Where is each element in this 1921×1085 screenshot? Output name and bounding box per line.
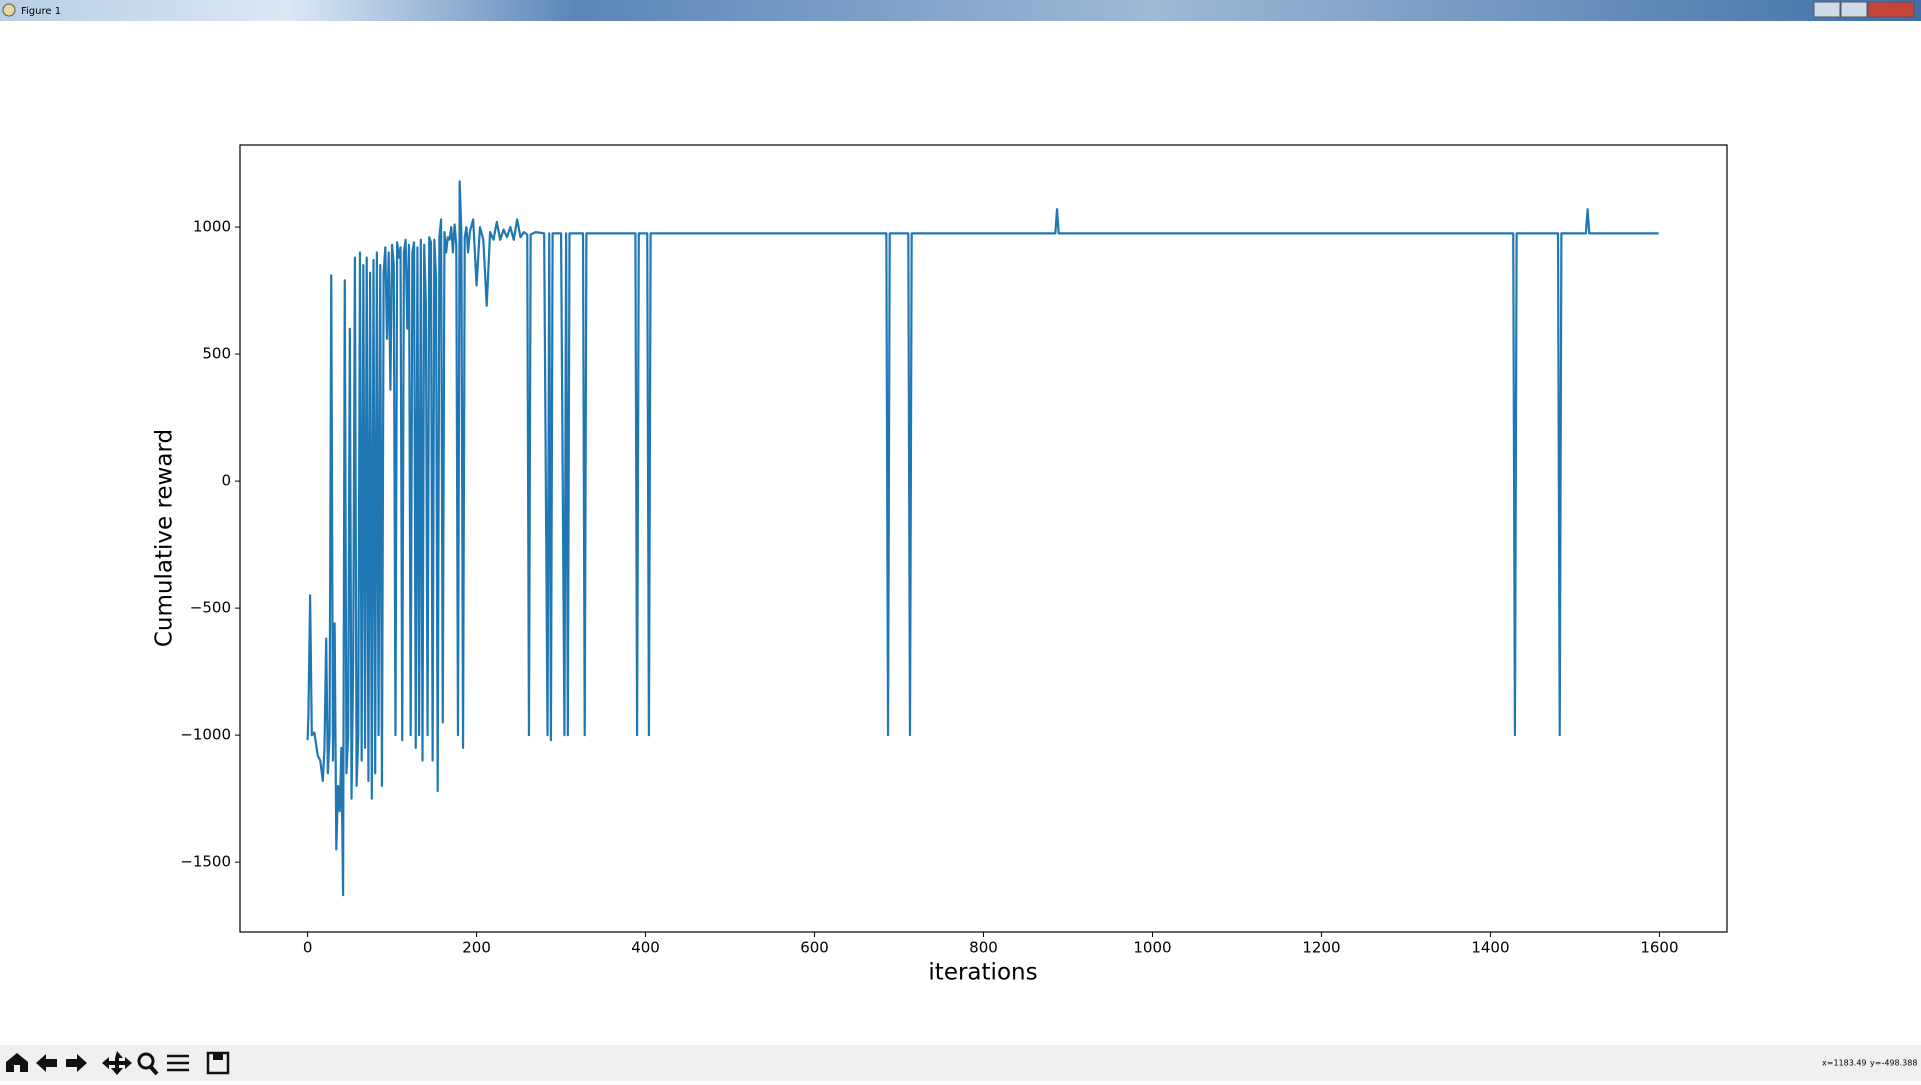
y-tick-label: −1500 — [180, 853, 231, 871]
x-tick-label: 0 — [303, 939, 313, 957]
app-icon — [2, 3, 16, 17]
back-button[interactable] — [36, 1054, 57, 1072]
save-icon-part — [213, 1053, 223, 1060]
zoom-handle — [148, 1064, 159, 1076]
maximize-button[interactable] — [1840, 1, 1868, 18]
x-tick-label: 1600 — [1640, 939, 1678, 957]
toolbar-icons — [6, 1051, 230, 1076]
x-tick-label: 1200 — [1302, 939, 1340, 957]
status-y: y=-498.388 — [1870, 1059, 1917, 1068]
x-tick-label: 200 — [462, 939, 491, 957]
x-tick-label: 800 — [969, 939, 998, 957]
toolbar — [0, 1045, 1921, 1081]
forward-button[interactable] — [66, 1054, 87, 1072]
x-tick-label: 1000 — [1133, 939, 1171, 957]
home-button[interactable] — [6, 1053, 28, 1072]
x-tick-label: 1400 — [1471, 939, 1509, 957]
data-line — [306, 180, 1659, 897]
y-tick-label: −1000 — [180, 726, 231, 744]
y-tick-label: 500 — [202, 345, 231, 363]
y-tick-label: −500 — [190, 599, 231, 617]
window-title: Figure 1 — [21, 6, 61, 17]
pan-button[interactable] — [102, 1051, 132, 1075]
configure-button[interactable] — [167, 1054, 189, 1072]
zoom-button[interactable] — [137, 1052, 155, 1070]
y-axis-label: Cumulative reward — [152, 429, 178, 647]
y-tick-label: 0 — [221, 472, 231, 490]
x-axis-label: iterations — [928, 960, 1037, 986]
minimize-button[interactable] — [1813, 1, 1841, 18]
y-tick-label: 1000 — [193, 218, 231, 236]
status-x: x=1183.49 — [1822, 1059, 1867, 1068]
x-tick-label: 600 — [800, 939, 829, 957]
close-button[interactable] — [1867, 1, 1915, 18]
title-bar — [0, 0, 1921, 21]
x-tick-label: 400 — [631, 939, 660, 957]
